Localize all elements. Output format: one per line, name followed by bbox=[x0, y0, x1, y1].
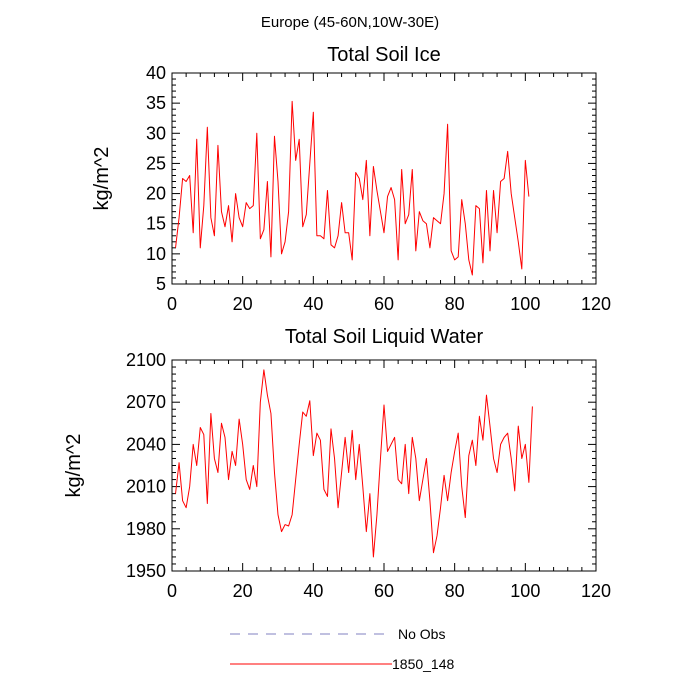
y-tick-label: 30 bbox=[146, 123, 166, 143]
y-tick-label: 35 bbox=[146, 93, 166, 113]
plot-frame bbox=[171, 72, 597, 285]
x-tick-label: 80 bbox=[445, 294, 465, 314]
legend-label-no-obs: No Obs bbox=[398, 626, 445, 642]
x-tick-label: 120 bbox=[581, 294, 611, 314]
x-tick-label: 120 bbox=[581, 581, 611, 601]
y-tick-label: 40 bbox=[146, 63, 166, 83]
x-tick-label: 60 bbox=[374, 581, 394, 601]
x-tick-label: 0 bbox=[167, 581, 177, 601]
y-axis-label: kg/m^2 bbox=[91, 147, 113, 211]
y-tick-label: 2010 bbox=[126, 477, 166, 497]
x-tick-label: 40 bbox=[303, 581, 323, 601]
series-line-1850-148 bbox=[175, 100, 530, 276]
x-tick-label: 60 bbox=[374, 294, 394, 314]
y-tick-label: 10 bbox=[146, 244, 166, 264]
legend: No Obs 1850_148 bbox=[230, 626, 455, 672]
x-tick-label: 20 bbox=[233, 294, 253, 314]
y-axis-label: kg/m^2 bbox=[63, 434, 85, 498]
x-tick-label: 0 bbox=[167, 294, 177, 314]
x-tick-label: 40 bbox=[303, 294, 323, 314]
y-tick-label: 2070 bbox=[126, 392, 166, 412]
x-tick-label: 100 bbox=[510, 581, 540, 601]
y-tick-label: 2100 bbox=[126, 350, 166, 370]
figure-suptitle: Europe (45-60N,10W-30E) bbox=[261, 14, 439, 31]
y-tick-label: 1980 bbox=[126, 519, 166, 539]
legend-label-1850-148: 1850_148 bbox=[392, 656, 455, 672]
series-line-1850-148 bbox=[175, 369, 533, 558]
y-tick-label: 25 bbox=[146, 153, 166, 173]
y-tick-label: 1950 bbox=[126, 561, 166, 581]
y-tick-label: 15 bbox=[146, 214, 166, 234]
x-tick-label: 80 bbox=[445, 581, 465, 601]
x-tick-label: 20 bbox=[233, 581, 253, 601]
y-tick-label: 5 bbox=[156, 274, 166, 294]
chart-title: Total Soil Liquid Water bbox=[285, 326, 484, 348]
y-tick-label: 2040 bbox=[126, 434, 166, 454]
y-tick-label: 20 bbox=[146, 184, 166, 204]
x-tick-label: 100 bbox=[510, 294, 540, 314]
panel-total-soil-ice: Total Soil Ice kg/m^2 0 20 40 60 80 100 120 5 10 15… bbox=[91, 44, 611, 314]
chart-title: Total Soil Ice bbox=[327, 44, 440, 66]
